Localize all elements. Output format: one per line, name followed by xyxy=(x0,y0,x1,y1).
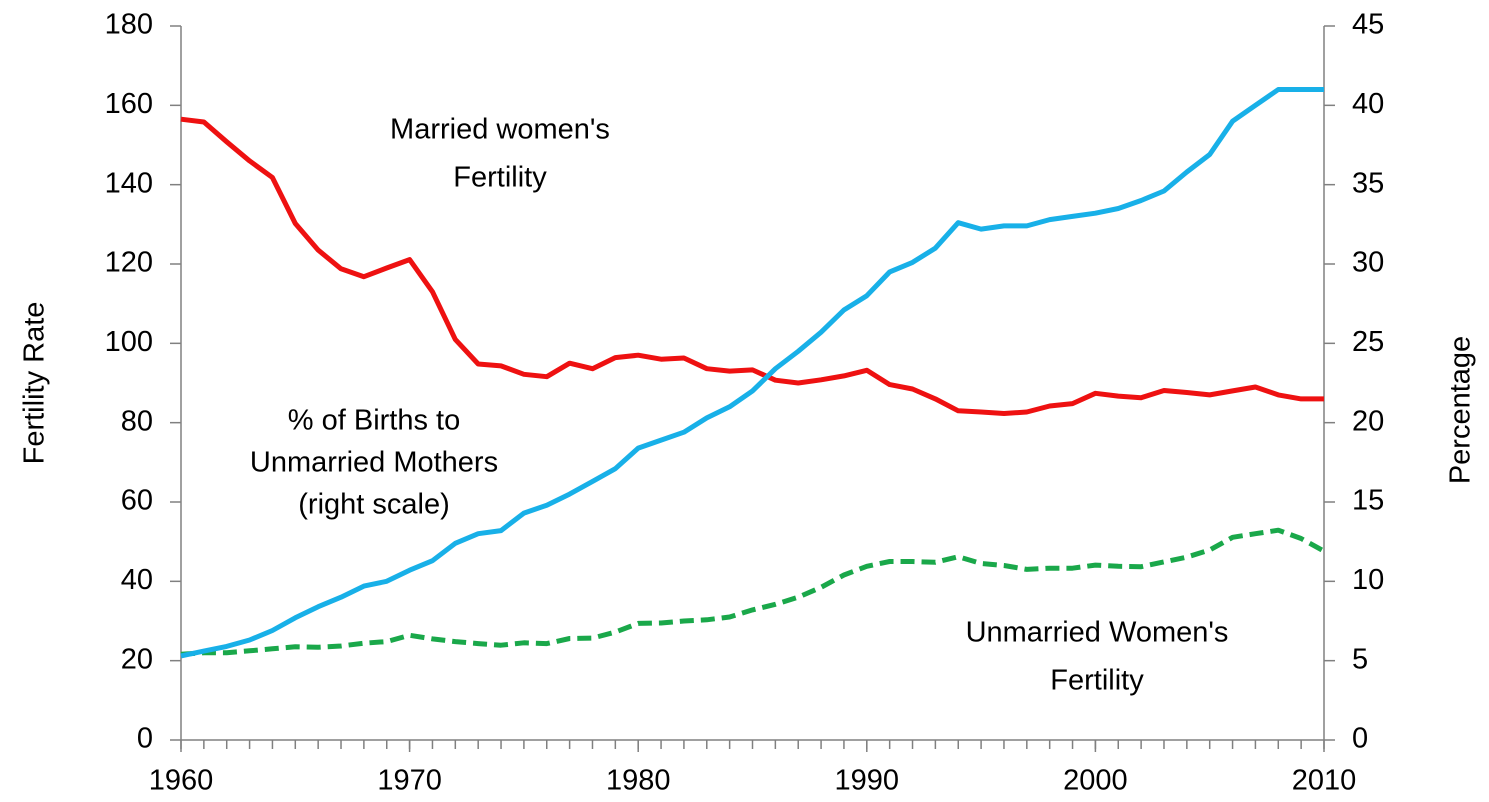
y-tick-label: 160 xyxy=(105,88,153,120)
y2-tick-label: 35 xyxy=(1352,167,1384,199)
y2-axis-label: Percentage xyxy=(1445,336,1477,484)
y-tick-label: 100 xyxy=(105,326,153,358)
y-tick-label: 0 xyxy=(137,723,153,755)
y2-tick-label: 25 xyxy=(1352,326,1384,358)
series-line xyxy=(180,87,1324,659)
annotation: Unmarried Mothers xyxy=(250,447,498,479)
y-tick-label: 40 xyxy=(121,564,153,596)
y2-tick-label: 20 xyxy=(1352,405,1384,437)
annotation: Fertility xyxy=(453,162,547,194)
y2-tick-label: 0 xyxy=(1352,723,1368,755)
series-line xyxy=(180,527,1326,657)
y2-tick-label: 30 xyxy=(1352,247,1384,279)
x-tick-label: 1980 xyxy=(606,765,671,797)
y-tick-label: 120 xyxy=(105,247,153,279)
y-axis-label: Fertility Rate xyxy=(19,302,51,465)
y2-tick-label: 45 xyxy=(1352,9,1384,41)
annotation: Married women's xyxy=(390,114,610,146)
x-tick-label: 1990 xyxy=(835,765,900,797)
y2-tick-label: 15 xyxy=(1352,485,1384,517)
y-tick-label: 20 xyxy=(121,643,153,675)
x-tick-label: 1960 xyxy=(149,765,214,797)
y-tick-label: 140 xyxy=(105,167,153,199)
y-tick-label: 60 xyxy=(121,485,153,517)
y2-tick-label: 10 xyxy=(1352,564,1384,596)
annotation: % of Births to xyxy=(288,405,460,437)
annotation: Fertility xyxy=(1050,665,1144,697)
annotation: Unmarried Women's xyxy=(966,617,1229,649)
x-tick-label: 1970 xyxy=(377,765,442,797)
y-tick-label: 80 xyxy=(121,405,153,437)
annotation: (right scale) xyxy=(298,489,450,521)
y2-tick-label: 40 xyxy=(1352,88,1384,120)
y2-tick-label: 5 xyxy=(1352,643,1368,675)
y-tick-label: 180 xyxy=(105,9,153,41)
x-tick-label: 2010 xyxy=(1292,765,1357,797)
x-tick-label: 2000 xyxy=(1063,765,1128,797)
series-line xyxy=(180,116,1324,416)
